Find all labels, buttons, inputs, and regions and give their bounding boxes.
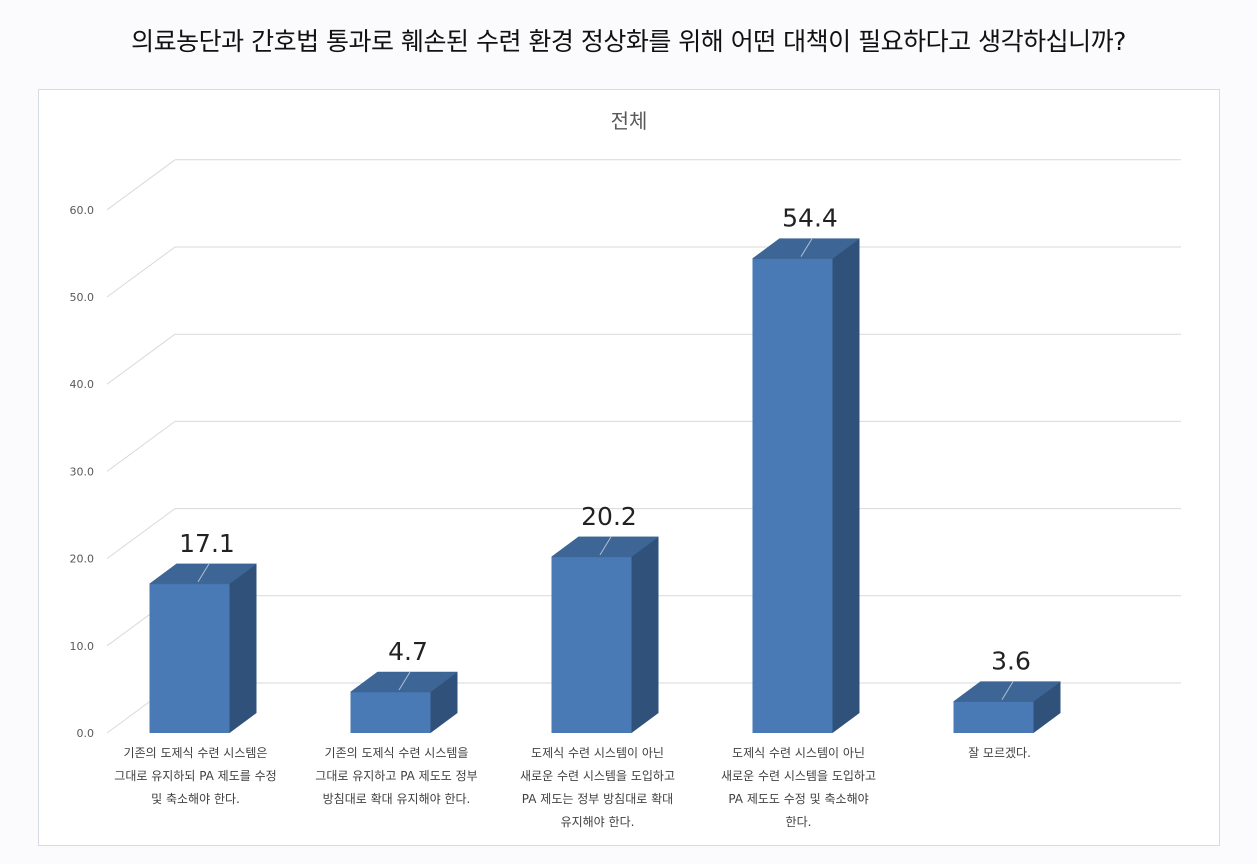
- bar-front: [752, 258, 833, 733]
- bar-front: [551, 556, 632, 733]
- label-leader: [800, 238, 813, 257]
- x-category-label: 새로운 수련 시스템을 도입하고: [721, 769, 876, 783]
- x-category-label: 도제식 수련 시스템이 아닌: [531, 746, 664, 760]
- x-category-label: PA 제도도 수정 및 축소해야: [728, 792, 868, 806]
- gridlines: [106, 159, 1181, 734]
- chart-frame: 전체 0.0 10.0 20.0 30.0 40.0 50.0 60.0 17.1 기존의 도제…: [38, 89, 1220, 846]
- chart-title: 전체: [611, 109, 648, 133]
- y-tick-label: 0.0: [77, 727, 95, 740]
- data-label: 20.2: [581, 502, 637, 531]
- x-category-label: 한다.: [786, 815, 812, 829]
- label-leader: [197, 563, 210, 583]
- x-category-label: 도제식 수련 시스템이 아닌: [732, 746, 865, 760]
- x-category-label: 새로운 수련 시스템을 도입하고: [520, 769, 675, 783]
- y-tick-label: 40.0: [70, 378, 95, 391]
- data-label: 3.6: [991, 647, 1031, 676]
- bar-side: [832, 238, 860, 733]
- bar-5: [952, 681, 1062, 733]
- x-category-label: 기존의 도제식 수련 시스템은: [124, 746, 268, 760]
- y-tick-label: 60.0: [70, 204, 95, 217]
- x-category-label: 기존의 도제식 수련 시스템을: [325, 746, 469, 760]
- data-label: 17.1: [179, 529, 235, 558]
- gridline-diagonal: [106, 508, 176, 560]
- x-category-label: 잘 모르겠다.: [968, 746, 1031, 760]
- gridline-diagonal: [106, 420, 176, 472]
- data-label: 4.7: [388, 637, 428, 666]
- gridline-diagonal: [106, 333, 176, 385]
- label-leader: [1001, 681, 1014, 700]
- y-tick-label: 30.0: [70, 465, 95, 478]
- bar-side: [631, 536, 659, 733]
- bar-front: [953, 701, 1034, 733]
- x-category-label: 유지해야 한다.: [561, 815, 635, 829]
- x-category-label: 및 축소해야 한다.: [151, 792, 240, 806]
- bar-side: [430, 672, 458, 733]
- survey-question: 의료농단과 간호법 통과로 훼손된 수련 환경 정상화를 위해 어떤 대책이 필…: [131, 27, 1126, 56]
- bar-front: [350, 692, 431, 733]
- bar-side: [229, 563, 257, 733]
- x-category-label: 방침대로 확대 유지해야 한다.: [323, 792, 471, 806]
- bar-1: [148, 563, 258, 733]
- label-leader: [599, 536, 612, 556]
- x-category-label: 그대로 유지하되 PA 제도를 수정: [114, 769, 276, 783]
- bar-chart: 전체 0.0 10.0 20.0 30.0 40.0 50.0 60.0 17.1 기존의 도제…: [70, 109, 1181, 829]
- gridline-diagonal: [106, 246, 176, 298]
- y-tick-label: 20.0: [70, 553, 95, 566]
- gridline-diagonal: [106, 159, 176, 211]
- y-tick-label: 50.0: [70, 291, 95, 304]
- label-leader: [398, 671, 411, 691]
- x-category-label: 그대로 유지하고 PA 제도도 정부: [315, 769, 477, 783]
- data-label: 54.4: [782, 204, 838, 233]
- bar-4: [751, 238, 861, 733]
- bar-2: [349, 671, 459, 733]
- x-category-label: PA 제도는 정부 방침대로 확대: [522, 792, 673, 806]
- bar-side: [1033, 681, 1061, 733]
- bar-front: [149, 583, 230, 733]
- bar-3: [550, 536, 660, 733]
- y-tick-label: 10.0: [70, 640, 95, 653]
